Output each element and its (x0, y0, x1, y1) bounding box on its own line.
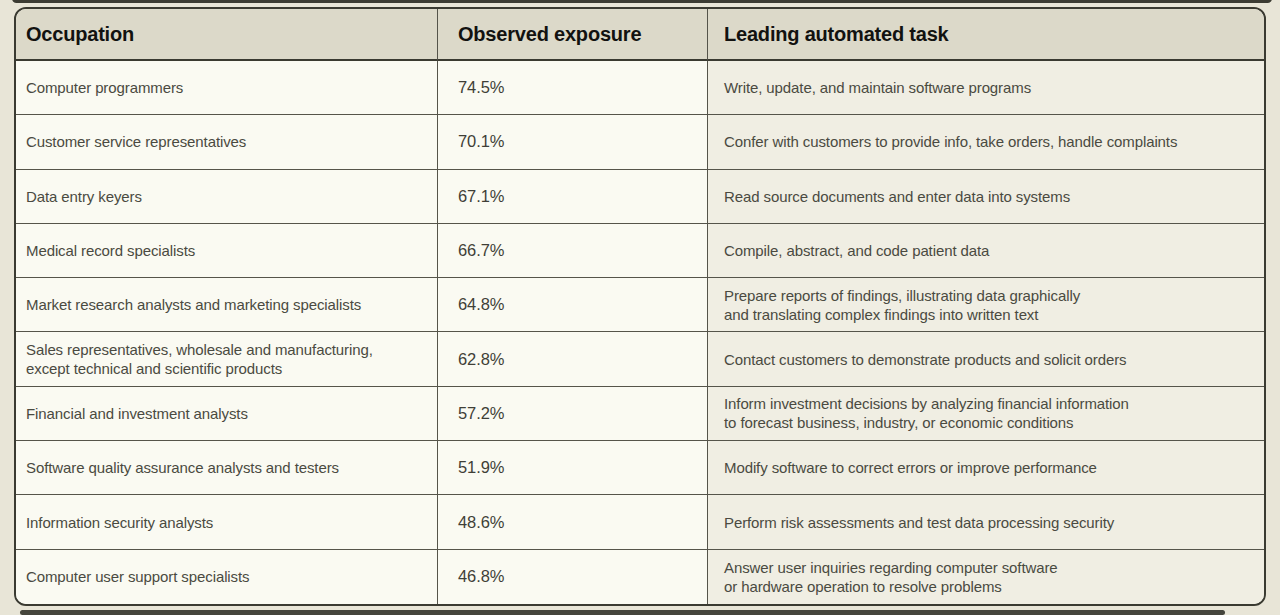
task-text: Confer with customers to provide info, t… (724, 132, 1177, 151)
table-row-1-occupation-cell: Computer programmers (16, 61, 438, 115)
occupation-text: Customer service representatives (26, 132, 246, 151)
exposure-value: 74.5% (458, 78, 504, 97)
table-row-2-task-cell: Confer with customers to provide info, t… (708, 115, 1264, 169)
exposure-value: 57.2% (458, 404, 504, 423)
card-drop-shadow (20, 610, 1225, 615)
top-crop-shadow (12, 0, 1272, 3)
table-row-6-task-cell: Contact customers to demonstrate product… (708, 332, 1264, 386)
exposure-table: Occupation Observed exposure Leading aut… (16, 9, 1264, 604)
occupation-text: Sales representatives, wholesale and man… (26, 340, 373, 378)
table-row-6-exposure-cell: 62.8% (438, 332, 708, 386)
exposure-value: 48.6% (458, 513, 504, 532)
exposure-value: 46.8% (458, 567, 504, 586)
occupation-text: Medical record specialists (26, 241, 195, 260)
header-observed-exposure: Observed exposure (438, 9, 708, 61)
task-text: Answer user inquiries regarding computer… (724, 558, 1058, 596)
task-text: Read source documents and enter data int… (724, 187, 1070, 206)
table-row-10-task-cell: Answer user inquiries regarding computer… (708, 550, 1264, 604)
table-row-1-task-cell: Write, update, and maintain software pro… (708, 61, 1264, 115)
table-row-4-occupation-cell: Medical record specialists (16, 224, 438, 278)
table-row-2-exposure-cell: 70.1% (438, 115, 708, 169)
task-text: Compile, abstract, and code patient data (724, 241, 989, 260)
task-text: Modify software to correct errors or imp… (724, 458, 1097, 477)
exposure-value: 64.8% (458, 295, 504, 314)
task-text: Inform investment decisions by analyzing… (724, 394, 1129, 432)
header-occupation: Occupation (16, 9, 438, 61)
table-row-7-occupation-cell: Financial and investment analysts (16, 387, 438, 441)
exposure-value: 70.1% (458, 132, 504, 151)
exposure-value: 51.9% (458, 458, 504, 477)
table-row-9-task-cell: Perform risk assessments and test data p… (708, 495, 1264, 549)
table-row-8-occupation-cell: Software quality assurance analysts and … (16, 441, 438, 495)
table-row-7-exposure-cell: 57.2% (438, 387, 708, 441)
table-row-5-exposure-cell: 64.8% (438, 278, 708, 332)
table-row-3-exposure-cell: 67.1% (438, 170, 708, 224)
occupation-text: Financial and investment analysts (26, 404, 248, 423)
table-row-4-task-cell: Compile, abstract, and code patient data (708, 224, 1264, 278)
occupation-text: Data entry keyers (26, 187, 142, 206)
occupation-text: Market research analysts and marketing s… (26, 295, 361, 314)
table-row-6-occupation-cell: Sales representatives, wholesale and man… (16, 332, 438, 386)
task-text: Prepare reports of findings, illustratin… (724, 286, 1080, 324)
table-row-3-task-cell: Read source documents and enter data int… (708, 170, 1264, 224)
task-text: Contact customers to demonstrate product… (724, 350, 1127, 369)
header-leading-automated-task-label: Leading automated task (724, 23, 949, 46)
table-row-1-exposure-cell: 74.5% (438, 61, 708, 115)
task-text: Write, update, and maintain software pro… (724, 78, 1031, 97)
header-leading-automated-task: Leading automated task (708, 9, 1264, 61)
exposure-table-card: Occupation Observed exposure Leading aut… (14, 7, 1266, 606)
task-text: Perform risk assessments and test data p… (724, 513, 1114, 532)
table-row-3-occupation-cell: Data entry keyers (16, 170, 438, 224)
exposure-value: 62.8% (458, 350, 504, 369)
occupation-text: Information security analysts (26, 513, 213, 532)
table-row-5-occupation-cell: Market research analysts and marketing s… (16, 278, 438, 332)
table-row-9-occupation-cell: Information security analysts (16, 495, 438, 549)
exposure-value: 67.1% (458, 187, 504, 206)
occupation-text: Computer programmers (26, 78, 183, 97)
exposure-value: 66.7% (458, 241, 504, 260)
header-occupation-label: Occupation (26, 23, 134, 46)
occupation-text: Software quality assurance analysts and … (26, 458, 339, 477)
table-row-9-exposure-cell: 48.6% (438, 495, 708, 549)
table-row-8-exposure-cell: 51.9% (438, 441, 708, 495)
occupation-text: Computer user support specialists (26, 567, 249, 586)
table-row-10-occupation-cell: Computer user support specialists (16, 550, 438, 604)
table-row-2-occupation-cell: Customer service representatives (16, 115, 438, 169)
table-row-10-exposure-cell: 46.8% (438, 550, 708, 604)
header-observed-exposure-label: Observed exposure (458, 23, 641, 46)
table-row-7-task-cell: Inform investment decisions by analyzing… (708, 387, 1264, 441)
table-row-5-task-cell: Prepare reports of findings, illustratin… (708, 278, 1264, 332)
table-row-4-exposure-cell: 66.7% (438, 224, 708, 278)
table-row-8-task-cell: Modify software to correct errors or imp… (708, 441, 1264, 495)
